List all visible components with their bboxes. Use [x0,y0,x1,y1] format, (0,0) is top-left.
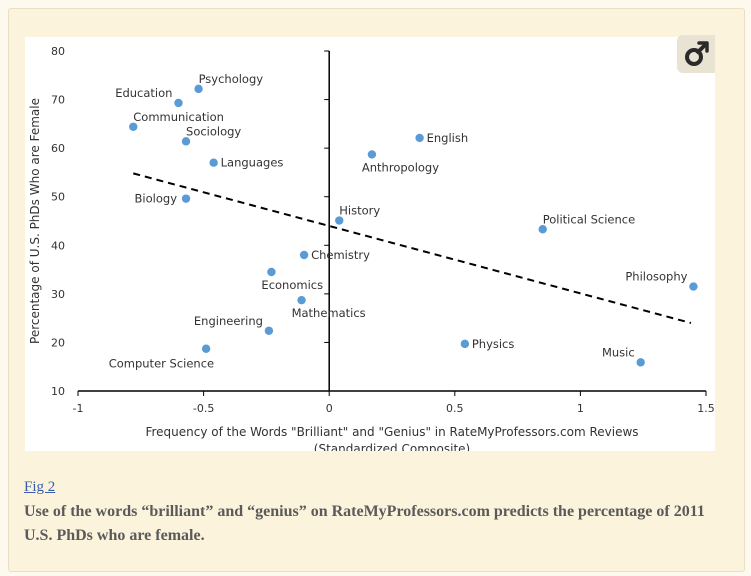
y-axis-title: Percentage of U.S. PhDs Who are Female [28,98,42,344]
point-chemistry [299,250,309,260]
point-psychology [194,84,203,94]
point-label-economics: Economics [261,278,323,292]
point-political-science [538,225,547,234]
point-engineering [264,326,274,335]
figure-link[interactable]: Fig 2 [24,479,56,495]
point-economics [267,267,276,277]
chart-svg: -1 -0.5 0 0.5 1 1.5 10 20 30 40 50 60 70 80 Psycholog… [28,45,715,451]
x-tick-label: 0.5 [446,402,464,415]
x-tick-label: 1 [577,402,584,415]
point-label-mathematics: Mathematics [292,306,366,320]
point-label-physics: Physics [472,337,515,351]
point-label-languages: Languages [221,156,284,170]
external-link-icon [685,41,709,66]
caption-text: Use of the words “brilliant” and “genius… [24,503,705,544]
point-label-engineering: Engineering [194,314,263,328]
point-music [636,358,645,367]
x-tick-label: 0 [326,402,333,415]
x-tick-label: 1.5 [697,402,715,415]
point-physics [460,339,470,349]
point-english [415,133,424,143]
point-label-biology: Biology [135,192,178,206]
figure-expand-badge[interactable] [677,35,715,73]
x-tick-label: -1 [73,402,84,415]
point-sociology [181,137,191,146]
y-tick-label: 50 [51,191,65,204]
point-philosophy [689,282,698,291]
figure-caption: Fig 2 Use of the words “brilliant” and “… [24,478,724,548]
point-label-history: History [339,204,380,218]
point-label-philosophy: Philosophy [625,270,687,284]
point-label-english: English [427,131,469,145]
point-history [335,216,344,225]
y-tick-label: 80 [51,45,65,58]
y-tick-label: 70 [51,94,65,107]
point-label-anthropology: Anthropology [362,160,439,174]
y-tick-label: 40 [51,239,65,252]
point-education [174,98,183,108]
point-label-psychology: Psychology [199,72,264,86]
point-communication [129,122,138,131]
y-tick-label: 20 [51,336,65,349]
point-label-political-science: Political Science [543,212,635,226]
point-label-chemistry: Chemistry [311,248,370,262]
y-tick-label: 10 [51,385,65,398]
y-tick-label: 30 [51,288,65,301]
point-computer-science [201,344,211,353]
point-label-communication: Communication [133,110,224,124]
trend-line [133,172,692,324]
point-anthropology [367,150,377,159]
x-axis-title-line2: (Standardized Composite) [314,442,470,451]
point-label-education: Education [115,86,172,100]
point-mathematics [297,295,306,305]
scatter-chart: -1 -0.5 0 0.5 1 1.5 10 20 30 40 50 60 70 80 Psycholog… [25,37,715,451]
point-label-sociology: Sociology [186,124,241,138]
point-label-music: Music [602,345,635,359]
y-tick-label: 60 [51,142,65,155]
point-languages [209,158,218,167]
x-tick-label: -0.5 [193,402,214,415]
x-axis-title-line1: Frequency of the Words "Brilliant" and "… [145,425,638,439]
point-label-computer-science: Computer Science [109,357,214,371]
point-biology [181,194,191,203]
